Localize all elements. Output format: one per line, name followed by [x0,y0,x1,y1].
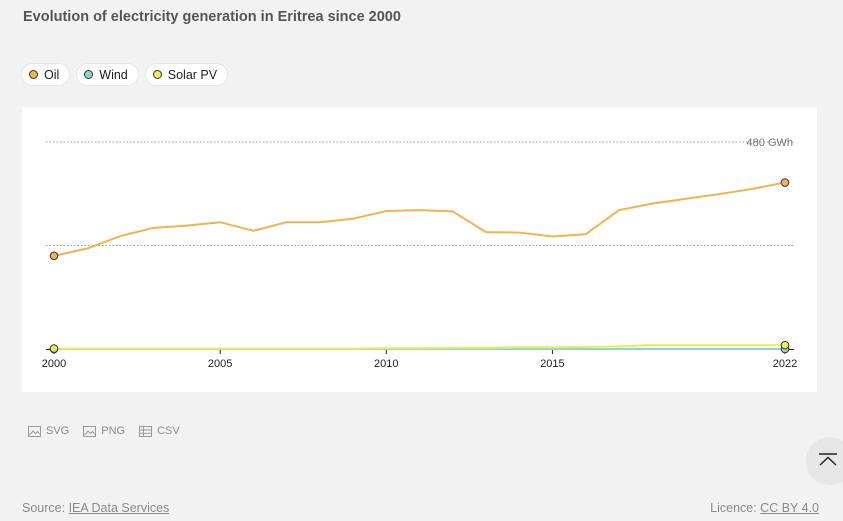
line-chart: 480 GWh 2000 2005 2010 2015 2022 [42,137,797,370]
series-point-solar-pv-2022 [780,340,790,350]
source-link[interactable]: IEA Data Services [68,501,170,515]
legend-item-oil[interactable]: Oil [22,64,70,85]
x-tick-label-2015: 2015 [540,358,564,370]
download-options: SVG PNG CSV [28,425,180,437]
legend-dot-solar-pv [152,70,162,79]
x-tick-label-2010: 2010 [374,358,398,370]
gridline-label: 480 GWh [747,137,793,149]
chart-title: Evolution of electricity generation in E… [23,9,401,25]
legend-item-solar-pv[interactable]: Solar PV [145,64,228,85]
licence-prefix: Licence: [710,501,761,515]
legend-dot-wind [84,70,94,79]
download-png-button[interactable]: PNG [83,425,125,437]
licence-link[interactable]: CC BY 4.0 [760,501,819,515]
download-csv-button[interactable]: CSV [139,425,180,437]
series-point-oil-2000 [49,251,59,261]
legend-dot-oil [29,70,38,79]
legend-item-wind[interactable]: Wind [77,64,138,85]
legend-label-wind: Wind [99,67,128,82]
image-icon [28,425,41,437]
series-point-solar-pv-2000 [49,344,59,353]
source-text: Source: IEA Data Services [22,501,169,515]
x-tick-label-2022: 2022 [773,358,797,370]
download-png-label: PNG [101,425,126,437]
licence-text: Licence: CC BY 4.0 [710,501,819,515]
table-icon [139,425,153,437]
source-prefix: Source: [22,501,69,515]
x-tick-label-2005: 2005 [208,358,232,370]
legend: Oil Wind Solar PV [22,64,228,85]
download-csv-label: CSV [157,425,180,437]
image-icon [83,425,97,437]
scroll-to-top-button[interactable] [806,437,843,485]
series-line-oil [53,181,786,257]
arrow-up-to-top-icon [819,453,837,466]
download-svg-button[interactable]: SVG [28,425,69,437]
chart-panel: 480 GWh 2000 2005 2010 2015 2022 [22,107,817,392]
series-point-oil-2022 [780,178,790,187]
series-line-solar-pv [54,344,785,350]
legend-label-oil: Oil [44,67,60,82]
legend-label-solar-pv: Solar PV [167,67,218,82]
download-svg-label: SVG [46,425,70,437]
x-tick-label-2000: 2000 [42,358,66,370]
